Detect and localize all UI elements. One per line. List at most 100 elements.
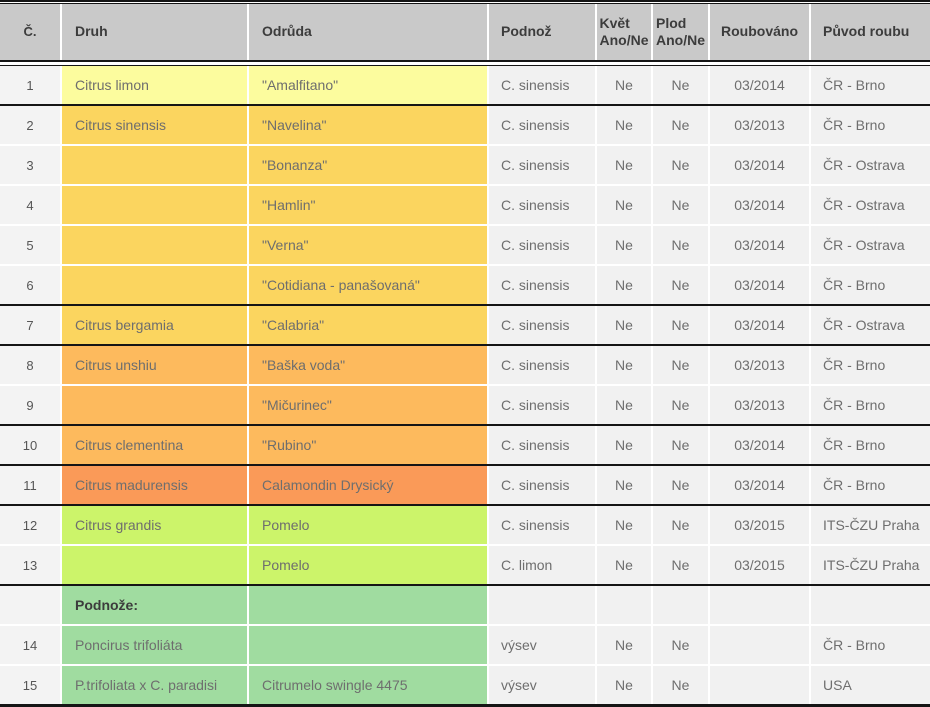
row-separator-dark <box>0 104 930 106</box>
cell-plod: Ne <box>653 226 708 264</box>
cell-row-number: 4 <box>0 186 60 224</box>
header-kvet: Květ Ano/Ne <box>597 4 651 60</box>
cell-druh: Citrus sinensis <box>62 106 247 144</box>
cell-kvet: Ne <box>597 66 651 104</box>
header-roubovano: Roubováno <box>710 4 809 60</box>
table-row: 6 "Cotidiana - panašovaná" C. sinensis N… <box>0 266 930 304</box>
cell-odruda: "Hamlin" <box>249 186 487 224</box>
table-row: 11 Citrus madurensis Calamondin Drysický… <box>0 466 930 504</box>
cell-podnoz: C. sinensis <box>489 306 595 344</box>
cell-odruda: Pomelo <box>249 546 487 584</box>
cell-odruda: Calamondin Drysický <box>249 466 487 504</box>
cell-kvet: Ne <box>597 226 651 264</box>
cell-podnoz: C. sinensis <box>489 106 595 144</box>
cell-row-number: 6 <box>0 266 60 304</box>
cell-roubovano: 03/2014 <box>710 306 809 344</box>
cell-plod: Ne <box>653 506 708 544</box>
cell-odruda <box>249 626 487 664</box>
header-odruda: Odrůda <box>249 4 487 60</box>
cell-plod: Ne <box>653 106 708 144</box>
cell-puvod: ČR - Ostrava <box>811 186 930 224</box>
cell-plod: Ne <box>653 466 708 504</box>
cell-puvod: ČR - Brno <box>811 106 930 144</box>
cell-plod <box>653 586 708 624</box>
table-body: 1 Citrus limon "Amalfitano" C. sinensis … <box>0 66 930 704</box>
table-row: 4 "Hamlin" C. sinensis Ne Ne 03/2014 ČR … <box>0 186 930 224</box>
cell-plod: Ne <box>653 666 708 704</box>
table-top-border <box>0 0 930 2</box>
cell-roubovano <box>710 626 809 664</box>
cell-druh: Citrus unshiu <box>62 346 247 384</box>
cell-plod: Ne <box>653 346 708 384</box>
cell-row-number: 13 <box>0 546 60 584</box>
cell-podnoz: C. limon <box>489 546 595 584</box>
table-row: 2 Citrus sinensis "Navelina" C. sinensis… <box>0 106 930 144</box>
cell-row-number: 1 <box>0 66 60 104</box>
header-separator <box>0 60 930 66</box>
header-cislo: Č. <box>0 4 60 60</box>
cell-podnoz: C. sinensis <box>489 226 595 264</box>
cell-kvet: Ne <box>597 306 651 344</box>
cell-odruda: Pomelo <box>249 506 487 544</box>
cell-druh <box>62 146 247 184</box>
cell-roubovano: 03/2014 <box>710 66 809 104</box>
cell-podnoz: C. sinensis <box>489 266 595 304</box>
cell-roubovano: 03/2014 <box>710 226 809 264</box>
cell-podnoz: C. sinensis <box>489 506 595 544</box>
cell-kvet: Ne <box>597 266 651 304</box>
cell-podnoz <box>489 586 595 624</box>
table-row: 15 P.trifoliata x C. paradisi Citrumelo … <box>0 666 930 704</box>
cell-row-number: 7 <box>0 306 60 344</box>
cell-plod: Ne <box>653 66 708 104</box>
cell-podnoz: C. sinensis <box>489 346 595 384</box>
cell-kvet: Ne <box>597 506 651 544</box>
table-row: 5 "Verna" C. sinensis Ne Ne 03/2014 ČR -… <box>0 226 930 264</box>
cell-kvet <box>597 586 651 624</box>
cell-druh <box>62 266 247 304</box>
cell-puvod: ČR - Brno <box>811 426 930 464</box>
header-plod: Plod Ano/Ne <box>653 4 708 60</box>
cell-podnoz: C. sinensis <box>489 146 595 184</box>
cell-odruda: "Navelina" <box>249 106 487 144</box>
cell-odruda: "Baška voda" <box>249 346 487 384</box>
cell-puvod: ITS-ČZU Praha <box>811 546 930 584</box>
cell-podnoz: C. sinensis <box>489 186 595 224</box>
cell-row-number: 15 <box>0 666 60 704</box>
cell-druh: Citrus madurensis <box>62 466 247 504</box>
table-row: 14 Poncirus trifoliáta výsev Ne Ne ČR - … <box>0 626 930 664</box>
cell-puvod: ČR - Brno <box>811 626 930 664</box>
cell-druh: P.trifoliata x C. paradisi <box>62 666 247 704</box>
cell-odruda: "Mičurinec" <box>249 386 487 424</box>
cell-podnoz: C. sinensis <box>489 66 595 104</box>
cell-row-number: 9 <box>0 386 60 424</box>
cell-kvet: Ne <box>597 106 651 144</box>
cell-puvod: ČR - Brno <box>811 266 930 304</box>
cell-druh <box>62 386 247 424</box>
row-separator-dark <box>0 504 930 506</box>
cell-odruda <box>249 586 487 624</box>
cell-roubovano: 03/2015 <box>710 506 809 544</box>
cell-roubovano: 03/2014 <box>710 426 809 464</box>
cell-puvod <box>811 586 930 624</box>
cell-roubovano: 03/2014 <box>710 186 809 224</box>
cell-kvet: Ne <box>597 466 651 504</box>
cell-odruda: Citrumelo swingle 4475 <box>249 666 487 704</box>
cell-row-number: 5 <box>0 226 60 264</box>
row-separator-thin <box>0 264 930 266</box>
header-podnoz: Podnož <box>489 4 595 60</box>
cell-row-number: 12 <box>0 506 60 544</box>
cell-roubovano <box>710 666 809 704</box>
row-separator-dark <box>0 584 930 586</box>
cell-druh: Citrus bergamia <box>62 306 247 344</box>
row-separator-thin <box>0 624 930 626</box>
cell-roubovano: 03/2015 <box>710 546 809 584</box>
cell-puvod: ČR - Ostrava <box>811 306 930 344</box>
cell-puvod: ČR - Ostrava <box>811 146 930 184</box>
cell-kvet: Ne <box>597 626 651 664</box>
cell-plod: Ne <box>653 146 708 184</box>
cell-puvod: ČR - Brno <box>811 466 930 504</box>
cell-row-number: 8 <box>0 346 60 384</box>
cell-puvod: ČR - Brno <box>811 386 930 424</box>
cell-roubovano <box>710 586 809 624</box>
